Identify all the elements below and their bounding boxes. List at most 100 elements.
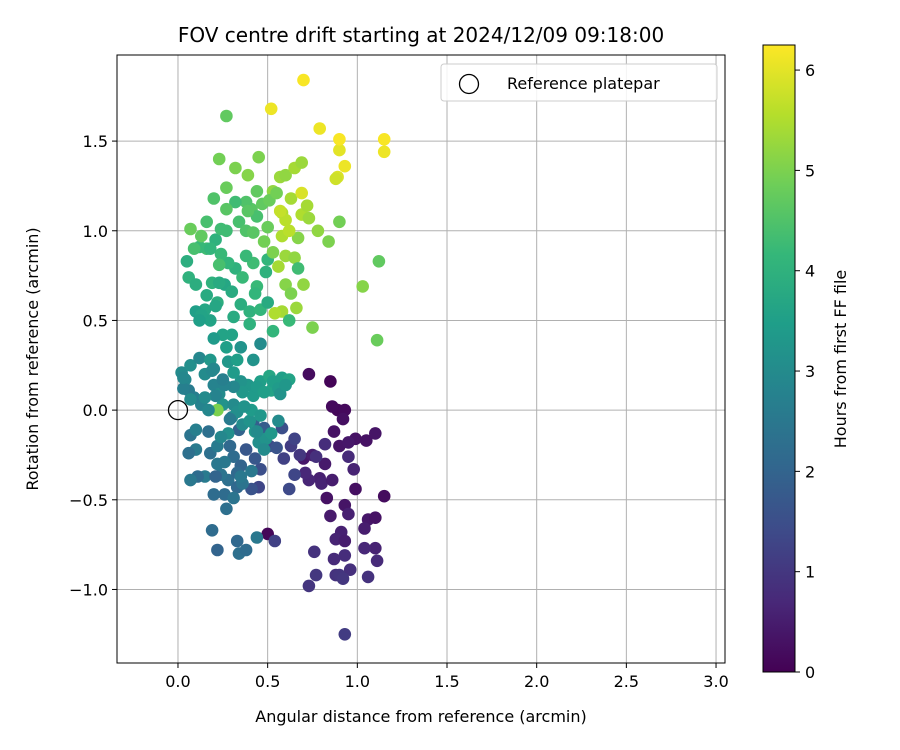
data-point — [369, 541, 382, 555]
reference-platepar-marker — [167, 399, 189, 421]
data-point — [297, 278, 310, 291]
data-point — [182, 446, 195, 460]
data-point — [250, 531, 264, 544]
data-point — [266, 324, 280, 338]
x-tick-label: 2.0 — [524, 672, 549, 691]
data-point — [234, 341, 248, 354]
colorbar-gradient — [762, 44, 796, 673]
data-points — [175, 73, 391, 641]
data-point — [234, 298, 248, 311]
data-point — [257, 235, 271, 248]
data-point — [212, 152, 226, 166]
data-point — [291, 262, 305, 275]
data-point — [358, 541, 371, 555]
data-point — [302, 579, 316, 593]
data-point — [329, 172, 343, 186]
data-point — [239, 543, 253, 557]
data-point — [347, 463, 361, 476]
colorbar-tick-label: 6 — [805, 61, 815, 80]
data-point — [377, 489, 391, 503]
data-point — [241, 204, 255, 218]
data-point — [214, 222, 228, 236]
data-point — [309, 568, 323, 582]
data-point — [220, 202, 233, 216]
data-point — [279, 168, 292, 182]
data-point — [220, 341, 233, 354]
data-point — [223, 412, 237, 426]
data-point — [377, 145, 391, 159]
data-point — [229, 161, 242, 175]
x-axis-title: Angular distance from reference (arcmin) — [255, 707, 586, 726]
data-point — [338, 159, 352, 173]
data-point — [327, 425, 341, 438]
data-point — [259, 265, 273, 279]
data-point — [342, 507, 355, 521]
data-point — [261, 220, 275, 234]
data-point — [245, 464, 258, 478]
data-point — [227, 366, 240, 379]
data-point — [248, 452, 262, 465]
data-point — [268, 534, 282, 548]
plot-frame — [116, 54, 726, 664]
data-point — [266, 246, 280, 259]
data-point — [336, 572, 350, 585]
data-point — [198, 391, 212, 404]
data-point — [270, 186, 283, 200]
data-point — [270, 441, 283, 455]
data-point — [189, 423, 203, 437]
data-point — [360, 434, 373, 447]
data-point — [207, 362, 221, 376]
data-point — [177, 371, 190, 385]
colorbar: 0 1 2 3 4 5 6 Hours from first FF file — [762, 44, 850, 682]
x-tick-label: 3.0 — [703, 672, 728, 691]
data-point — [349, 482, 362, 496]
data-point — [356, 280, 370, 293]
data-point — [212, 258, 226, 272]
data-point — [227, 491, 240, 505]
data-point — [282, 314, 296, 327]
data-point — [279, 378, 292, 392]
data-point — [338, 534, 352, 548]
colorbar-tick-label: 1 — [805, 563, 815, 582]
data-point — [295, 156, 309, 169]
data-point — [291, 231, 305, 245]
data-point — [184, 359, 197, 372]
data-point — [189, 278, 203, 291]
data-point — [230, 534, 244, 548]
data-point — [204, 242, 217, 255]
data-point — [308, 545, 321, 559]
data-point — [264, 427, 278, 440]
data-point — [209, 470, 222, 483]
data-point — [225, 285, 239, 299]
data-point — [205, 524, 219, 537]
data-point — [218, 455, 231, 469]
data-point — [268, 307, 282, 320]
data-point — [369, 427, 382, 440]
data-point — [299, 466, 312, 480]
data-point — [248, 287, 262, 300]
data-point — [195, 229, 208, 243]
data-point — [200, 215, 213, 229]
data-point — [220, 181, 233, 194]
data-point — [252, 150, 265, 164]
data-point — [370, 333, 384, 347]
data-point — [325, 400, 339, 413]
data-point — [333, 215, 346, 229]
data-point — [315, 477, 328, 490]
data-point — [239, 443, 253, 456]
data-point — [209, 389, 222, 403]
data-point — [250, 185, 264, 198]
data-point — [297, 73, 310, 87]
y-axis-title: Rotation from reference (arcmin) — [23, 227, 42, 490]
data-point — [333, 133, 346, 146]
data-point — [288, 468, 301, 482]
data-point — [318, 457, 332, 471]
data-point — [254, 409, 267, 422]
data-point — [377, 133, 391, 146]
data-point — [216, 373, 230, 386]
x-tick-label: 1.5 — [434, 672, 459, 691]
data-point — [207, 192, 221, 205]
x-axis-ticks: 0.0 0.5 1.0 1.5 2.0 2.5 3.0 — [165, 663, 729, 691]
data-point — [257, 443, 271, 456]
